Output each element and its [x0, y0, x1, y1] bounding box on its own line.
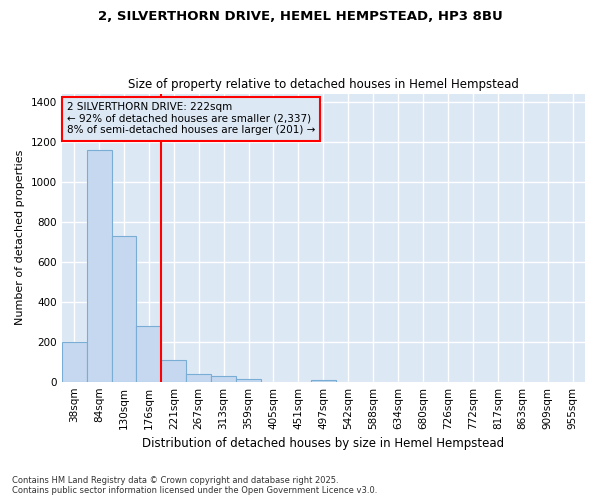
X-axis label: Distribution of detached houses by size in Hemel Hempstead: Distribution of detached houses by size …: [142, 437, 505, 450]
Bar: [186, 374, 211, 382]
Bar: [311, 380, 336, 382]
Bar: [112, 236, 136, 382]
Bar: [86, 150, 112, 382]
Bar: [236, 378, 261, 382]
Text: 2, SILVERTHORN DRIVE, HEMEL HEMPSTEAD, HP3 8BU: 2, SILVERTHORN DRIVE, HEMEL HEMPSTEAD, H…: [98, 10, 502, 23]
Bar: [161, 360, 186, 382]
Bar: [211, 376, 236, 382]
Bar: [62, 342, 86, 382]
Text: 2 SILVERTHORN DRIVE: 222sqm
← 92% of detached houses are smaller (2,337)
8% of s: 2 SILVERTHORN DRIVE: 222sqm ← 92% of det…: [67, 102, 315, 136]
Bar: [136, 326, 161, 382]
Text: Contains HM Land Registry data © Crown copyright and database right 2025.
Contai: Contains HM Land Registry data © Crown c…: [12, 476, 377, 495]
Y-axis label: Number of detached properties: Number of detached properties: [15, 150, 25, 326]
Title: Size of property relative to detached houses in Hemel Hempstead: Size of property relative to detached ho…: [128, 78, 519, 91]
